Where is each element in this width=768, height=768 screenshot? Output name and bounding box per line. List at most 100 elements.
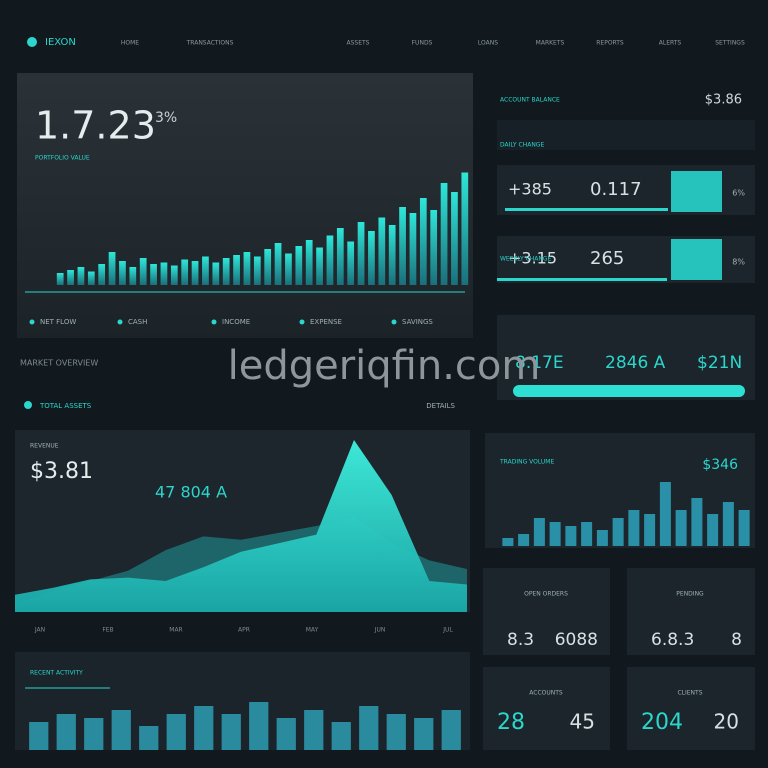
bar xyxy=(368,231,375,285)
bar xyxy=(222,258,230,285)
x-label: MAR xyxy=(169,627,182,634)
tile-label: ACCOUNTS xyxy=(529,690,563,697)
bar xyxy=(29,722,49,750)
overview-label: TOTAL ASSETS xyxy=(39,402,92,410)
bar xyxy=(67,270,74,285)
bar xyxy=(249,702,269,750)
bar xyxy=(326,235,334,285)
bar xyxy=(285,253,292,285)
bar xyxy=(276,718,296,750)
bar xyxy=(264,249,272,285)
bar xyxy=(166,714,186,750)
activity-label: RECENT ACTIVITY xyxy=(30,670,83,677)
balance-panel xyxy=(497,120,755,150)
volume-value: $346 xyxy=(702,457,738,473)
bar xyxy=(399,207,406,285)
hero-value: 1.7.23 xyxy=(35,104,156,148)
balance-label: ACCOUNT BALANCE xyxy=(500,97,560,104)
bar xyxy=(233,255,240,285)
bar xyxy=(221,714,241,750)
area xyxy=(15,440,467,612)
legend-dot xyxy=(117,319,123,325)
tile-value: 8 xyxy=(731,630,742,650)
legend-dot xyxy=(29,319,35,325)
bar xyxy=(316,247,323,285)
card-value: +3.15 xyxy=(508,249,557,268)
hero-change: 3% xyxy=(155,110,177,126)
balance-value: $3.86 xyxy=(705,93,742,108)
card-button[interactable] xyxy=(671,239,722,280)
tile xyxy=(627,568,755,655)
nav-item: TRANSACTIONS xyxy=(186,40,234,47)
watermark: ledgeriqfin.com xyxy=(228,343,541,389)
nav-item: ASSETS xyxy=(347,40,370,47)
nav-item: LOANS xyxy=(478,40,498,47)
section-title: MARKET OVERVIEW xyxy=(20,359,98,368)
bar xyxy=(274,243,282,285)
brand: IEXON xyxy=(45,37,76,48)
tile-value: 28 xyxy=(497,710,525,735)
tile xyxy=(483,568,610,655)
x-label: FEB xyxy=(102,627,113,634)
legend-dot xyxy=(391,319,397,325)
tile-value: 20 xyxy=(714,710,739,734)
bar xyxy=(331,722,351,750)
bar xyxy=(212,262,220,285)
overview-action: DETAILS xyxy=(426,402,455,410)
nav-item: MARKETS xyxy=(536,40,565,47)
x-label: APR xyxy=(238,627,250,634)
bar xyxy=(461,172,469,285)
bar xyxy=(194,706,214,750)
bar xyxy=(419,198,427,285)
icon xyxy=(24,401,32,409)
bar xyxy=(170,265,178,285)
card-value: +385 xyxy=(508,180,552,199)
area-value: $3.81 xyxy=(30,459,93,484)
area-label: REVENUE xyxy=(30,443,59,450)
card-tag: 8% xyxy=(732,258,745,267)
bar xyxy=(596,530,608,546)
bar xyxy=(181,259,189,285)
tile-value: 6.8.3 xyxy=(651,630,694,650)
bar xyxy=(414,718,434,750)
bar xyxy=(305,240,313,285)
bar xyxy=(386,714,406,750)
tile-value: 45 xyxy=(570,710,595,734)
bar xyxy=(612,518,624,546)
bar xyxy=(451,192,458,285)
bar xyxy=(98,264,106,285)
bar xyxy=(56,714,76,750)
nav-item: REPORTS xyxy=(596,40,624,47)
bar xyxy=(378,217,386,285)
bar xyxy=(549,522,561,546)
tile-label: CLIENTS xyxy=(677,690,702,697)
x-label: MAY xyxy=(306,627,319,634)
card-value: 0.117 xyxy=(590,179,642,200)
bar xyxy=(77,267,85,285)
bar xyxy=(243,252,251,285)
nav-item: HOME xyxy=(121,40,139,47)
tile xyxy=(627,667,755,750)
bar xyxy=(675,510,687,546)
legend-item: INCOME xyxy=(222,318,250,326)
card-label: WEEKLY CHANGE xyxy=(500,256,552,263)
bar xyxy=(565,526,577,546)
bar xyxy=(119,261,126,285)
bar xyxy=(336,228,344,285)
bar xyxy=(388,225,396,285)
bar xyxy=(409,213,417,285)
bar xyxy=(84,718,104,750)
x-label: JAN xyxy=(34,627,45,634)
progress xyxy=(497,278,667,281)
bar xyxy=(691,498,703,546)
bar xyxy=(659,482,671,546)
bar xyxy=(707,514,719,546)
summary-value: $21N xyxy=(697,353,742,373)
progress xyxy=(505,208,668,211)
card-button[interactable] xyxy=(671,171,722,212)
bar xyxy=(502,538,514,546)
tile-label: OPEN ORDERS xyxy=(524,591,568,598)
bar xyxy=(108,252,116,285)
hero-subtitle: PORTFOLIO VALUE xyxy=(35,155,90,162)
